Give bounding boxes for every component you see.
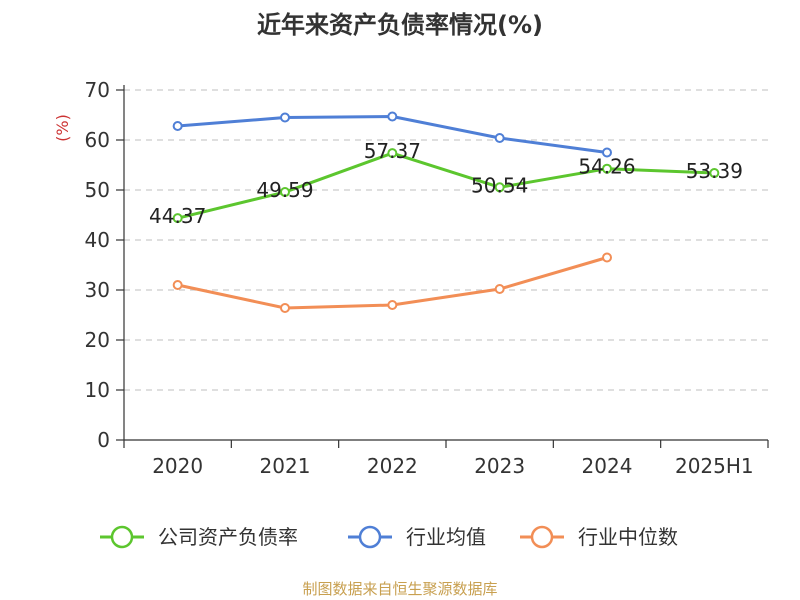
series-0-point-1 bbox=[280, 187, 290, 198]
series-1-point-0 bbox=[172, 121, 183, 131]
series-2-point-4 bbox=[602, 252, 612, 263]
series-0-point-4 bbox=[602, 163, 612, 174]
data-label-0: 44.37 bbox=[149, 204, 206, 228]
series-line-0 bbox=[176, 151, 716, 220]
series-1-point-4 bbox=[602, 147, 612, 158]
series-1-point-2 bbox=[387, 111, 398, 122]
series-0-point-0 bbox=[172, 213, 183, 224]
x-tick-label-2023: 2023 bbox=[474, 454, 525, 478]
data-label-3: 50.54 bbox=[471, 173, 528, 197]
y-tick-label-40: 40 bbox=[85, 228, 110, 252]
legend-label-1: 行业均值 bbox=[406, 525, 486, 549]
x-tick-label-2021: 2021 bbox=[260, 454, 311, 478]
data-label-2: 57.37 bbox=[364, 139, 421, 163]
y-tick-label-50: 50 bbox=[85, 178, 110, 202]
chart-title: 近年来资产负债率情况(%) bbox=[257, 11, 543, 39]
data-label-5: 53.39 bbox=[686, 159, 743, 183]
data-label-1: 49.59 bbox=[256, 178, 313, 202]
series bbox=[172, 111, 720, 313]
data-label-4: 54.26 bbox=[578, 155, 635, 179]
series-1-point-3 bbox=[494, 133, 505, 143]
legend-label-2: 行业中位数 bbox=[578, 525, 678, 549]
x-tick-label-2022: 2022 bbox=[367, 454, 418, 478]
grid bbox=[124, 89, 768, 391]
series-2-point-2 bbox=[387, 300, 398, 310]
series-0-point-2 bbox=[387, 148, 398, 159]
legend: 公司资产负债率 行业均值 行业中位数 bbox=[100, 525, 678, 549]
x-tick-label-2020: 2020 bbox=[152, 454, 203, 478]
series-2-point-3 bbox=[494, 284, 505, 294]
y-axis-label: (%) bbox=[53, 114, 72, 142]
series-1-point-1 bbox=[280, 112, 290, 123]
axes: 0 10 20 30 40 50 60 70 2020 2021 2022 2023 2024 2025H… bbox=[85, 78, 769, 478]
series-2-point-1 bbox=[280, 303, 290, 313]
y-tick-label-20: 20 bbox=[85, 328, 110, 352]
x-tick-label-2025H1: 2025H1 bbox=[675, 454, 754, 478]
legend-marker-2 bbox=[530, 525, 554, 549]
y-tick-label-30: 30 bbox=[85, 278, 110, 302]
legend-marker-0 bbox=[110, 525, 134, 549]
series-2-point-0 bbox=[172, 280, 183, 290]
data-labels: 44.37 49.59 57.37 50.54 54.26 53.39 bbox=[149, 139, 743, 228]
series-0-point-5 bbox=[709, 168, 720, 179]
x-tick-label-2024: 2024 bbox=[582, 454, 633, 478]
y-tick-label-70: 70 bbox=[85, 78, 110, 102]
y-tick-label-0: 0 bbox=[97, 428, 110, 452]
series-0-point-3 bbox=[494, 182, 505, 193]
y-tick-label-60: 60 bbox=[85, 128, 110, 152]
legend-label-0: 公司资产负债率 bbox=[158, 525, 298, 549]
source-note: 制图数据来自恒生聚源数据库 bbox=[302, 580, 497, 598]
y-tick-label-10: 10 bbox=[85, 378, 110, 402]
legend-marker-1 bbox=[358, 525, 382, 549]
